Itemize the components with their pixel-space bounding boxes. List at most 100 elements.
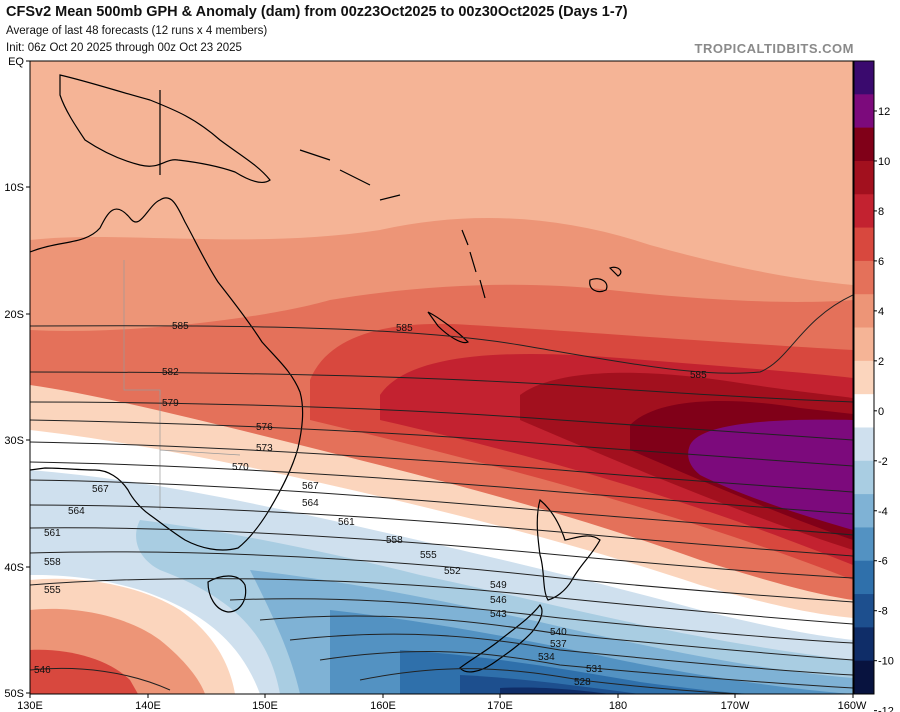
colorbar-swatch bbox=[854, 294, 874, 329]
colorbar-swatch bbox=[854, 61, 874, 95]
latitude-axis: EQ 10S 20S 30S 40S 50S bbox=[4, 56, 30, 700]
map-subtitle-init: Init: 06z Oct 20 2025 through 00z Oct 23… bbox=[6, 42, 242, 54]
colorbar-tick-label: 12 bbox=[878, 106, 890, 118]
contour-552 bbox=[229, 598, 853, 644]
lat-label-30s: 30S bbox=[4, 435, 24, 447]
colorbar-tick-label: 2 bbox=[878, 356, 884, 368]
lon-label-170w: 170W bbox=[721, 700, 750, 712]
colorbar-swatch bbox=[854, 94, 874, 129]
colorbar-swatch bbox=[854, 560, 874, 595]
contour-label: 558 bbox=[44, 557, 61, 568]
contour-label: 564 bbox=[302, 498, 319, 509]
contour-label: 582 bbox=[162, 367, 179, 378]
contour-561 bbox=[30, 527, 853, 579]
contour-label: 555 bbox=[420, 550, 437, 561]
contour-label: 540 bbox=[550, 627, 567, 638]
new-zealand-south bbox=[459, 603, 543, 673]
contour-543 bbox=[319, 651, 853, 689]
solomon-islands bbox=[299, 149, 401, 201]
lat-label-10s: 10S bbox=[4, 182, 24, 194]
contour-576 bbox=[30, 419, 853, 467]
colorbar-swatch bbox=[854, 527, 874, 562]
brand-watermark: TROPICALTIDBITS.COM bbox=[694, 41, 854, 56]
map-subtitle-forecasts: Average of last 48 forecasts (12 runs x … bbox=[6, 25, 268, 37]
contour-label: 567 bbox=[302, 481, 319, 492]
new-zealand-north bbox=[536, 498, 601, 601]
contour-label: 564 bbox=[68, 506, 85, 517]
colorbar-swatch bbox=[854, 327, 874, 362]
colorbar-frame bbox=[853, 60, 875, 695]
contour-label: 534 bbox=[538, 652, 555, 663]
contour-540 bbox=[359, 668, 751, 694]
contour-549 bbox=[259, 615, 853, 661]
contour-555 bbox=[30, 578, 853, 625]
colorbar-swatch bbox=[854, 160, 874, 195]
anomaly-fill-layer bbox=[30, 61, 853, 694]
contour-label: 537 bbox=[550, 639, 567, 650]
lon-label-180: 180 bbox=[609, 700, 627, 712]
colorbar-tick-label: 4 bbox=[878, 306, 884, 318]
contour-579 bbox=[30, 401, 853, 441]
colorbar-tick-label: 6 bbox=[878, 256, 884, 268]
lon-label-160e: 160E bbox=[370, 700, 396, 712]
colorbar-tick-label: -12 bbox=[878, 706, 894, 712]
contour-567 bbox=[30, 479, 853, 536]
lon-label-160w: 160W bbox=[838, 700, 867, 712]
colorbar-tick-label: -2 bbox=[878, 456, 888, 468]
lat-label-50s: 50S bbox=[4, 688, 24, 700]
colorbar-tick-label: -10 bbox=[878, 656, 894, 668]
contour-573 bbox=[30, 441, 853, 493]
colorbar-swatch bbox=[854, 460, 874, 495]
colorbar-swatch bbox=[854, 194, 874, 229]
colorbar-tick-label: -6 bbox=[878, 556, 888, 568]
colorbar-swatch bbox=[854, 594, 874, 628]
contour-label: 546 bbox=[490, 595, 507, 606]
colorbar-tick-label: 10 bbox=[878, 156, 890, 168]
contour-labels: 585 585 585 582 579 576 573 570 567 567 … bbox=[34, 321, 707, 688]
contour-546-sw bbox=[30, 667, 171, 691]
contour-label: 549 bbox=[490, 580, 507, 591]
contour-570 bbox=[30, 461, 853, 515]
colorbar-swatch bbox=[854, 360, 874, 395]
contour-label: 552 bbox=[444, 566, 461, 577]
colorbar-swatch bbox=[854, 494, 874, 528]
colorbar-tick-label: 0 bbox=[878, 406, 884, 418]
contour-label: 567 bbox=[92, 484, 109, 495]
tasmania-coastline bbox=[207, 575, 247, 613]
contour-label: 528 bbox=[574, 677, 591, 688]
lat-label-eq: EQ bbox=[8, 56, 24, 68]
contour-label: 585 bbox=[396, 323, 413, 334]
contour-label: 585 bbox=[172, 321, 189, 332]
contour-label: 558 bbox=[386, 535, 403, 546]
contour-label: 579 bbox=[162, 398, 179, 409]
map-title: CFSv2 Mean 500mb GPH & Anomaly (dam) fro… bbox=[6, 4, 628, 20]
new-caledonia bbox=[427, 311, 470, 344]
contour-label: 561 bbox=[338, 517, 355, 528]
colorbar-tick-label: -8 bbox=[878, 606, 888, 618]
gph-contours bbox=[30, 294, 853, 694]
contour-label: 555 bbox=[44, 585, 61, 596]
anomaly-max-core bbox=[688, 419, 853, 530]
lon-label-150e: 150E bbox=[252, 700, 278, 712]
australia-coastline bbox=[30, 197, 304, 551]
lat-label-40s: 40S bbox=[4, 562, 24, 574]
contour-label: 576 bbox=[256, 422, 273, 433]
contour-582 bbox=[30, 371, 853, 403]
contour-585 bbox=[30, 294, 853, 374]
contour-label: 531 bbox=[586, 664, 603, 675]
colorbar-swatch bbox=[854, 660, 874, 695]
longitude-axis: 130E 140E 150E 160E 170E 180 170W 160W bbox=[17, 694, 867, 712]
contour-558 bbox=[30, 551, 853, 603]
plot-frame bbox=[29, 60, 854, 695]
lon-label-170e: 170E bbox=[487, 700, 513, 712]
coastline-layer bbox=[30, 74, 622, 673]
fiji-islands bbox=[589, 266, 622, 293]
contour-label: 585 bbox=[690, 370, 707, 381]
state-borders bbox=[123, 260, 241, 510]
anomaly-colorbar bbox=[853, 60, 875, 695]
colorbar-tick-label: -4 bbox=[878, 506, 888, 518]
lon-label-140e: 140E bbox=[135, 700, 161, 712]
anomaly-sw-lobe-core bbox=[30, 649, 138, 694]
anomaly-min-core bbox=[500, 687, 610, 694]
